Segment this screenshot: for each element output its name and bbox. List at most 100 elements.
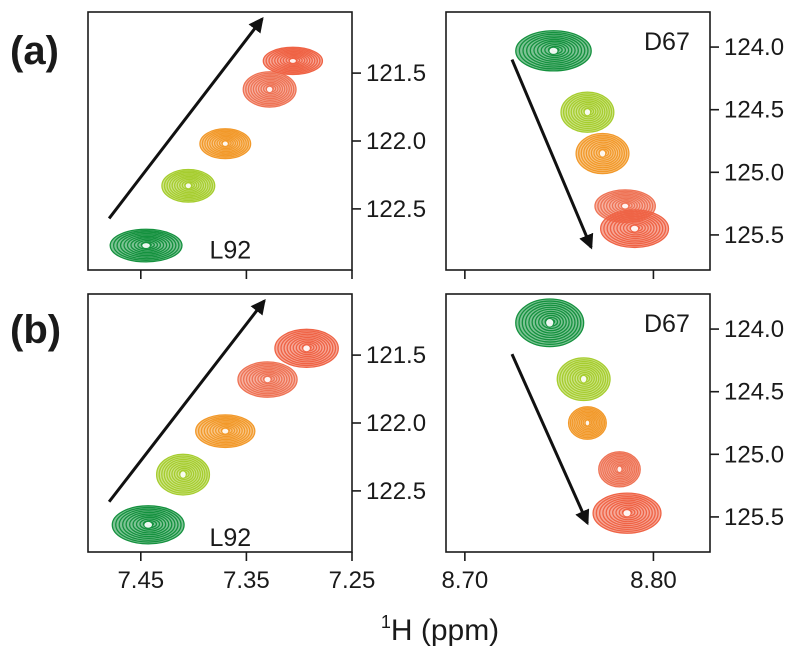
y-tick-label: 125.5: [724, 504, 784, 531]
peak-contour-level: [111, 505, 185, 545]
peak-contour-level: [582, 417, 595, 428]
peak-contour-level: [166, 460, 202, 488]
y-tick-label: 125.0: [724, 441, 784, 468]
peak-contour-level: [200, 417, 251, 445]
peak-contour-level: [569, 366, 600, 391]
peak-contour-level: [577, 413, 599, 433]
peak-contour-level: [277, 330, 337, 367]
peak-contour-level: [536, 40, 573, 61]
peak-contour-level: [135, 516, 164, 532]
peak-contour-level: [575, 101, 601, 122]
peak-contour-level: [274, 328, 339, 368]
peak-contour-level: [518, 31, 589, 70]
y-tick-label: 124.0: [724, 316, 784, 343]
peak-contour-yellow_green: [560, 91, 615, 133]
peak-contour-level: [618, 506, 639, 519]
peak-contour-level: [569, 407, 606, 439]
peak-contour-level: [593, 144, 614, 161]
y-tick-label: 122.5: [366, 478, 426, 505]
peak-contour-level: [204, 130, 247, 157]
peak-contour-level: [565, 94, 610, 130]
peak-contour-level: [203, 418, 248, 444]
peak-contour-orange: [195, 414, 256, 449]
peak-contour-level: [137, 239, 159, 251]
peak-contour-level: [255, 78, 286, 100]
peak-contour-yellow_green: [556, 357, 611, 402]
peak-contour-level: [578, 103, 599, 120]
peak-core: [179, 470, 187, 479]
peak-contour-level: [606, 457, 634, 481]
peak-contour-level: [613, 215, 658, 241]
peak-contour-level: [197, 415, 253, 447]
peak-contour-level: [276, 52, 311, 69]
peak-contour-level: [119, 232, 174, 258]
peak-contour-level: [125, 511, 173, 538]
peak-contour-level: [610, 460, 631, 478]
peak-core: [184, 182, 192, 190]
peak-contour-level: [592, 492, 662, 534]
peak-contour-level: [560, 91, 615, 133]
peak-contour-level: [573, 100, 604, 124]
peak-contour-orange: [575, 132, 630, 175]
peak-contour-level: [115, 506, 182, 543]
panel-b-right-spectrum: 8.80 8.70 124.0 124.5 125.0 125.5 D67: [441, 293, 784, 594]
peak-core: [221, 140, 229, 147]
peak-contour-level: [526, 35, 583, 66]
peak-contour-level: [567, 406, 607, 440]
peak-contour-level: [575, 411, 601, 434]
panel-b-left-spectrum: 7.45 7.35 7.25 121.5 122.0 122.5 L92: [87, 293, 426, 594]
peak-contour-level: [252, 77, 288, 101]
peak-contour-level: [571, 368, 598, 389]
peak-contour-red_orange: [262, 46, 324, 76]
peak-contour-level: [608, 458, 633, 480]
peak-core: [629, 224, 640, 233]
x-tick-label: 7.25: [329, 567, 376, 594]
peak-contour-level: [599, 209, 670, 249]
peak-contour-level: [171, 174, 207, 197]
peak-contour-level: [515, 30, 592, 72]
peak-contour-level: [533, 38, 576, 62]
y-tick-label: 121.5: [366, 342, 426, 369]
peak-contour-level: [521, 302, 579, 343]
peak-contour-level: [218, 138, 234, 148]
peak-contour-level: [128, 513, 170, 536]
peak-contour-level: [616, 217, 655, 240]
peak-contour-level: [580, 415, 596, 430]
peak-contour-level: [209, 421, 243, 441]
peak-contour-level: [237, 361, 298, 398]
peak-contour-level: [286, 335, 329, 361]
shift-arrow: [107, 299, 266, 503]
peak-contour-level: [206, 131, 245, 156]
peak-contour-level: [298, 341, 318, 354]
peak-contour-level: [289, 336, 326, 359]
shift-arrow: [510, 353, 590, 526]
x-tick-label: 8.70: [441, 567, 488, 594]
peak-contour-level: [578, 134, 628, 173]
peak-contour-salmon: [598, 451, 641, 488]
peak-core: [622, 509, 632, 518]
peak-contour-green: [515, 298, 585, 348]
peak-core: [621, 202, 630, 210]
peak-core: [141, 242, 151, 249]
peak-contour-level: [245, 365, 291, 393]
residue-label: D67: [644, 310, 690, 338]
peak-contour-level: [612, 461, 629, 476]
peak-contour-level: [199, 128, 252, 160]
peak-contour-level: [274, 51, 313, 70]
peak-core: [265, 85, 274, 94]
peak-contour-orange: [567, 406, 607, 440]
peak-contour-level: [216, 137, 237, 150]
peak-contour-level: [606, 212, 664, 245]
peak-contour-level: [212, 422, 241, 439]
peak-contour-salmon: [237, 361, 298, 398]
peak-contour-level: [609, 214, 661, 243]
peak-contour-level: [122, 510, 176, 540]
peak-contour-level: [580, 105, 597, 118]
peak-contour-level: [603, 210, 667, 247]
peak-contour-level: [251, 368, 286, 390]
peak-contour-level: [590, 143, 617, 163]
peak-contour-level: [213, 135, 239, 151]
peak-contour-level: [118, 508, 179, 541]
shift-arrow: [510, 59, 594, 250]
